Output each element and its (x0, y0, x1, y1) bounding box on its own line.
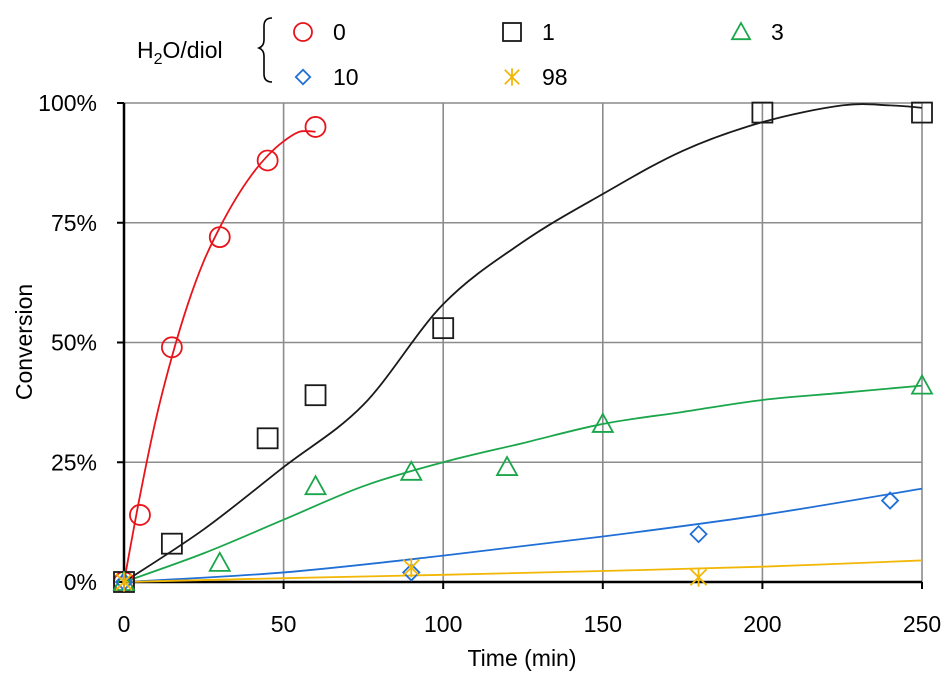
legend-label-98: 98 (542, 64, 568, 90)
x-tick-label: 100 (424, 611, 462, 637)
fit-curve-3 (123, 384, 923, 583)
legend-label-10: 10 (333, 64, 359, 90)
data-point-0 (304, 116, 327, 138)
legend-label-3: 3 (771, 19, 784, 45)
fit-curve-1 (123, 103, 923, 583)
fit-curves (123, 103, 923, 583)
x-tick-label: 250 (903, 611, 941, 637)
data-point-1 (432, 317, 455, 340)
legend-title-subscript: 2 (154, 51, 163, 68)
data-point-3 (303, 474, 328, 496)
y-tick-label: 50% (51, 330, 97, 356)
data-point-0 (160, 336, 183, 359)
y-tick-label: 0% (64, 569, 97, 595)
legend: H2O/diol 0 1 3 10 98 (137, 17, 784, 90)
data-point-1 (160, 532, 183, 555)
data-point-1 (256, 427, 279, 450)
fit-curve-10 (123, 487, 923, 583)
data-point-98 (115, 572, 133, 592)
legend-marker-0 (293, 22, 313, 42)
axes (117, 102, 923, 589)
data-point-98 (402, 558, 420, 578)
x-tick-label: 150 (584, 611, 622, 637)
legend-title-h: H (137, 37, 154, 63)
y-tick-label: 25% (51, 449, 97, 475)
data-point-3 (910, 373, 934, 395)
data-point-10 (880, 491, 900, 510)
data-point-3 (399, 459, 423, 481)
data-point-1 (911, 101, 933, 124)
x-tick-label: 0 (118, 611, 131, 637)
y-axis-title: Conversion (11, 284, 37, 400)
y-tick-label: 100% (38, 90, 97, 116)
data-point-98 (689, 567, 708, 587)
legend-label-1: 1 (542, 19, 555, 45)
fit-curve-98 (123, 559, 923, 583)
legend-title: H2O/diol (137, 37, 223, 68)
x-axis-title: Time (min) (467, 645, 576, 671)
data-point-3 (495, 455, 519, 476)
data-point-0 (256, 149, 279, 172)
x-tick-label: 200 (743, 611, 781, 637)
legend-marker-98 (504, 68, 520, 86)
x-tick-label: 50 (271, 611, 297, 637)
legend-marker-10 (294, 68, 312, 86)
data-point-0 (208, 226, 231, 249)
legend-label-0: 0 (333, 19, 346, 45)
fit-curve-0 (123, 130, 316, 583)
legend-marker-1 (502, 22, 522, 42)
data-point-1 (304, 384, 327, 407)
data-point-1 (751, 101, 774, 124)
data-point-3 (208, 550, 232, 572)
data-point-0 (129, 504, 151, 526)
data-point-3 (591, 412, 615, 433)
data-points (112, 101, 934, 593)
data-point-10 (402, 563, 421, 582)
legend-marker-3 (730, 21, 752, 41)
legend-title-rest: O/diol (163, 37, 223, 63)
tick-labels: 0 50 100 150 200 250 0% 25% 50% 75% 100% (38, 90, 941, 637)
legend-bracket (256, 17, 273, 83)
y-tick-label: 75% (51, 210, 97, 236)
grid-lines (124, 102, 923, 582)
data-point-10 (689, 524, 708, 544)
